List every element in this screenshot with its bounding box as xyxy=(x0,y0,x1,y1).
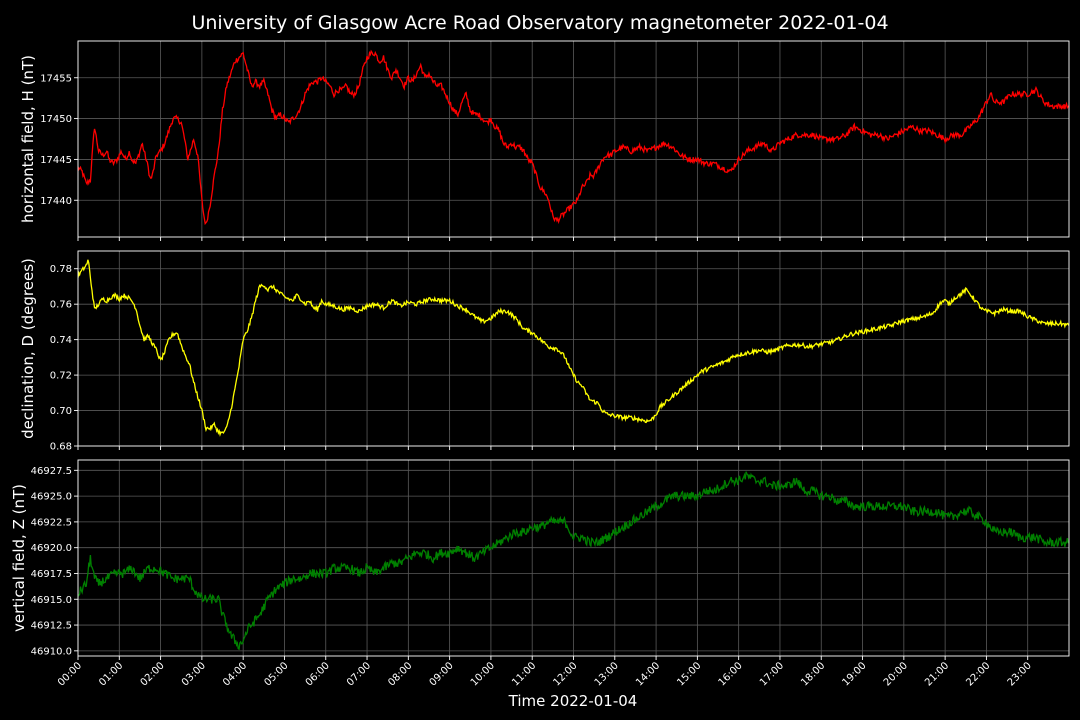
y-tick-label: 46925.0 xyxy=(31,492,72,503)
y-tick-label: 0.70 xyxy=(50,406,72,417)
y-tick-label: 0.68 xyxy=(50,442,72,453)
y-tick-label: 46920.0 xyxy=(31,543,72,554)
series-line-3 xyxy=(78,471,1069,651)
y-tick-label: 46922.5 xyxy=(31,517,72,528)
series-line-2 xyxy=(78,259,1069,437)
panel-frame xyxy=(77,40,1070,238)
y-axis-label: horizontal field, H (nT) xyxy=(19,55,37,223)
x-tick-label: 06:00 xyxy=(304,660,332,688)
panel-2: 0.68 0.70 0.72 0.74 0.76 0.78 declination, D (… xyxy=(19,250,1070,453)
x-tick-label: 05:00 xyxy=(262,660,290,688)
x-tick-label: 11:00 xyxy=(510,660,538,688)
x-axis-label: Time 2022-01-04 xyxy=(508,692,638,710)
y-tick-label: 17450 xyxy=(40,114,72,125)
x-tick-label: 03:00 xyxy=(180,660,208,688)
x-tick-label: 07:00 xyxy=(345,660,373,688)
x-tick-label: 22:00 xyxy=(964,660,992,688)
panel-frame xyxy=(77,459,1070,657)
x-tick-label: 08:00 xyxy=(386,660,414,688)
y-tick-label: 46912.5 xyxy=(31,621,72,632)
panel-frame xyxy=(77,250,1070,447)
panel-3: 46910.0 46912.5 46915.0 46917.5 46920.0 46922… xyxy=(10,459,1070,660)
y-axis-label: vertical field, Z (nT) xyxy=(10,484,28,632)
x-tick-label: 17:00 xyxy=(758,660,786,688)
x-tick-label: 01:00 xyxy=(97,660,125,688)
series-line-1 xyxy=(78,49,1069,226)
x-tick-label: 14:00 xyxy=(634,660,662,688)
x-tick-label: 18:00 xyxy=(799,660,827,688)
x-tick-label: 21:00 xyxy=(923,660,951,688)
y-tick-label: 46927.5 xyxy=(31,466,72,477)
y-tick-label: 0.72 xyxy=(50,371,72,382)
y-tick-label: 0.74 xyxy=(50,335,72,346)
y-tick-label: 46915.0 xyxy=(31,595,72,606)
x-tick-label: 15:00 xyxy=(675,660,703,688)
chart-title: University of Glasgow Acre Road Observat… xyxy=(191,12,888,34)
x-tick-label: 10:00 xyxy=(469,660,497,688)
y-tick-label: 46910.0 xyxy=(31,646,72,657)
x-tick-label: 02:00 xyxy=(139,660,167,688)
x-tick-label: 09:00 xyxy=(428,660,456,688)
x-tick-label: 23:00 xyxy=(1006,660,1034,688)
y-tick-label: 17455 xyxy=(40,73,72,84)
x-tick-label: 16:00 xyxy=(717,660,745,688)
x-tick-label: 13:00 xyxy=(593,660,621,688)
x-tick-label: 00:00 xyxy=(56,660,84,688)
y-tick-label: 0.76 xyxy=(50,300,72,311)
y-axis-label: declination, D (degrees) xyxy=(19,258,37,439)
x-tick-label: 20:00 xyxy=(882,660,910,688)
x-tick-label: 19:00 xyxy=(841,660,869,688)
y-tick-label: 46917.5 xyxy=(31,569,72,580)
x-tick-label: 04:00 xyxy=(221,660,249,688)
y-tick-label: 17440 xyxy=(40,196,72,207)
y-tick-label: 17445 xyxy=(40,155,72,166)
y-tick-label: 0.78 xyxy=(50,264,72,275)
x-tick-label: 12:00 xyxy=(551,660,579,688)
